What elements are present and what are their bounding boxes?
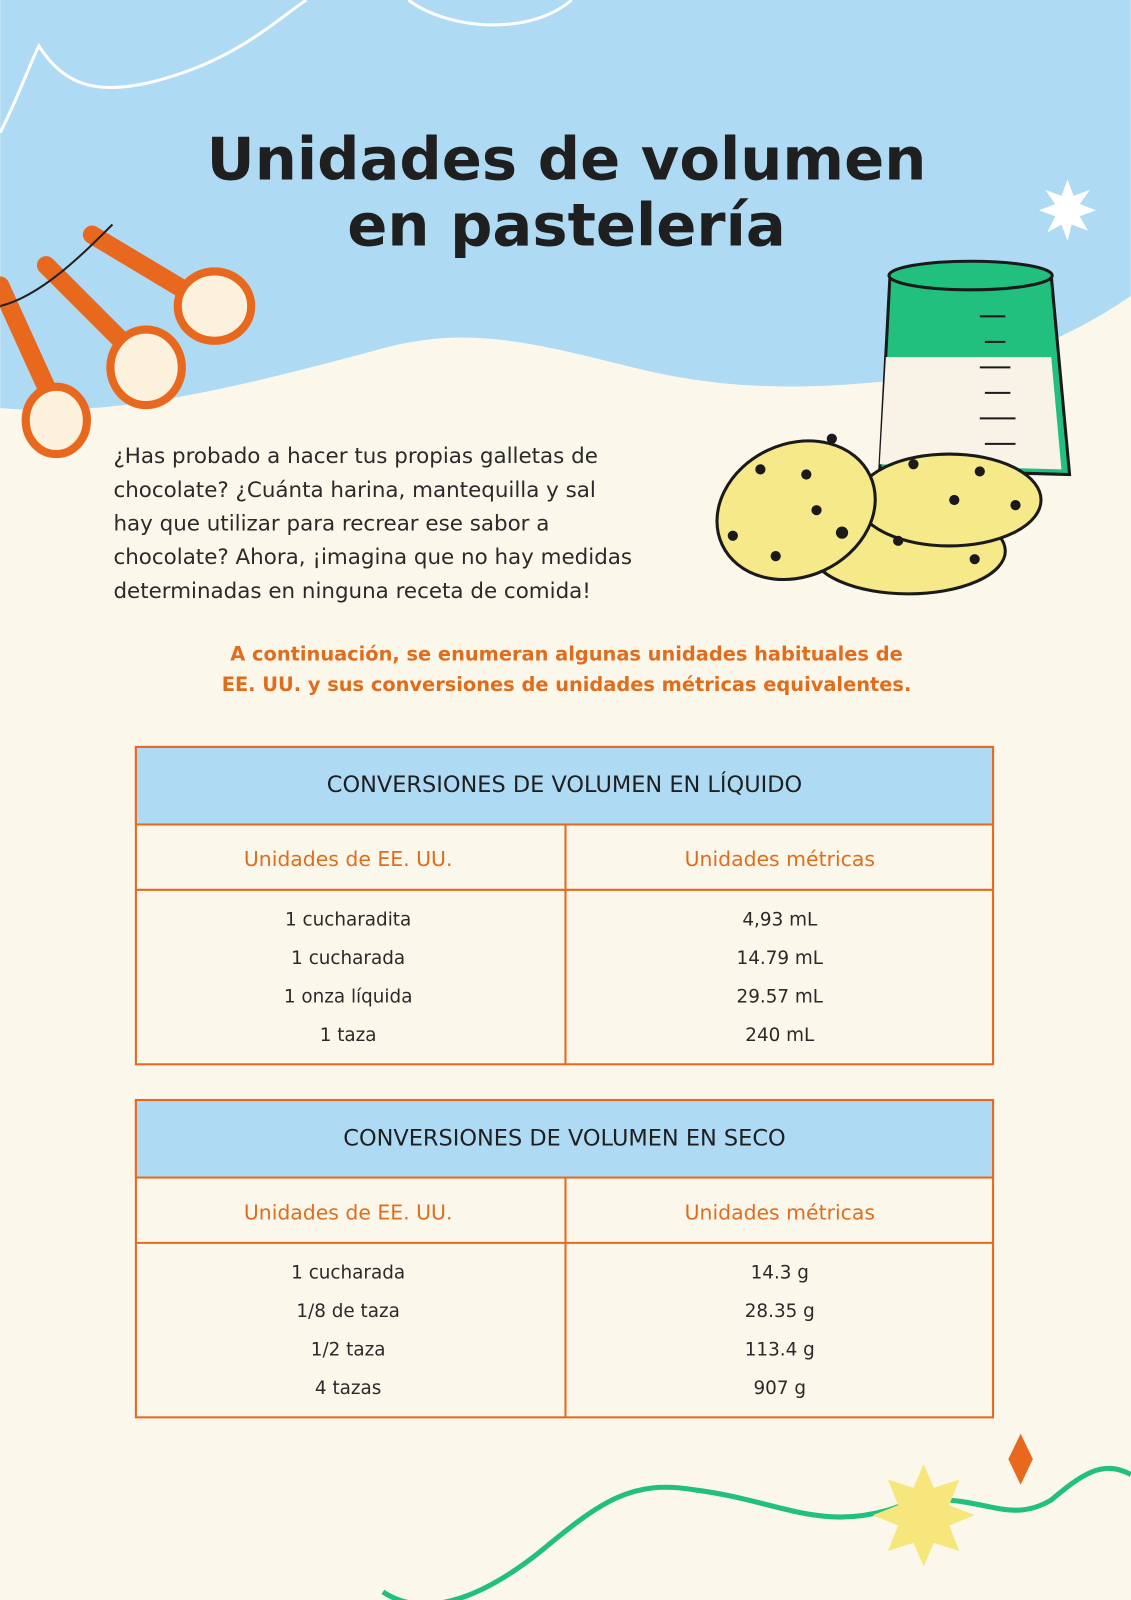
measuring-spoons: [0, 223, 256, 459]
sparkle: [1038, 179, 1097, 241]
table-cell: 1/8 de taza: [296, 1301, 400, 1322]
title-line: en pastelería: [347, 191, 786, 260]
intro-line: ¿Has probado a hacer tus propias galleta…: [113, 444, 597, 469]
intro: ¿Has probado a hacer tus propias galleta…: [113, 444, 632, 604]
column-header: Unidades de EE. UU.: [244, 1200, 453, 1224]
title-line: Unidades de volumen: [207, 124, 927, 193]
intro-line: determinadas en ninguna receta de comida…: [113, 579, 590, 604]
highlight-line: EE. UU. y sus conversiones de unidades m…: [222, 673, 912, 696]
cloud-line: [0, 0, 308, 134]
intro-line: chocolate? Ahora, ¡imagina que no hay me…: [113, 545, 632, 570]
table-cell: 28.35 g: [745, 1301, 815, 1322]
table-title: CONVERSIONES DE VOLUMEN EN SECO: [343, 1125, 785, 1151]
highlight-line: A continuación, se enumeran algunas unid…: [230, 643, 902, 666]
table-header: [134, 1098, 995, 1179]
table-cell: 29.57 mL: [737, 986, 824, 1007]
table-cell: 1 cucharada: [291, 948, 405, 969]
table-header: [134, 745, 995, 826]
table-cell: 1 onza líquida: [284, 986, 413, 1007]
table-cell: 1 cucharada: [291, 1262, 405, 1283]
column-header: Unidades métricas: [685, 847, 875, 871]
intro-line: hay que utilizar para recrear ese sabor …: [113, 511, 549, 536]
column-header: Unidades de EE. UU.: [244, 847, 453, 871]
cloud-line: [407, 0, 573, 27]
table-cell: 1/2 taza: [311, 1339, 386, 1360]
wave-line: [381, 1465, 1131, 1600]
star: [872, 1464, 975, 1567]
intro-line: chocolate? ¿Cuánta harina, mantequilla y…: [113, 478, 595, 503]
table-cell: 14.79 mL: [737, 948, 824, 969]
column-header: Unidades métricas: [685, 1200, 875, 1224]
measuring-jug: [878, 259, 1072, 477]
cookies: [715, 433, 1043, 596]
tables: CONVERSIONES DE VOLUMEN EN LÍQUIDO Unidad…: [134, 745, 995, 1419]
table-cell: 4 tazas: [315, 1378, 381, 1399]
table-cell: 907 g: [754, 1378, 807, 1399]
table: CONVERSIONES DE VOLUMEN EN LÍQUIDO Unidad…: [134, 745, 995, 1066]
sky-shape: [0, 0, 1131, 410]
highlight: A continuación, se enumeran algunas unid…: [222, 643, 912, 697]
table-cell: 1 cucharadita: [285, 909, 411, 930]
table-cell: 1 taza: [320, 1025, 377, 1046]
table-title: CONVERSIONES DE VOLUMEN EN LÍQUIDO: [327, 770, 802, 798]
table-cell: 113.4 g: [745, 1339, 815, 1360]
table-cell: 240 mL: [745, 1025, 815, 1046]
table-cell: 4,93 mL: [742, 909, 818, 930]
table-cell: 14.3 g: [751, 1262, 809, 1283]
table: CONVERSIONES DE VOLUMEN EN SECO Unidades …: [134, 1098, 995, 1419]
